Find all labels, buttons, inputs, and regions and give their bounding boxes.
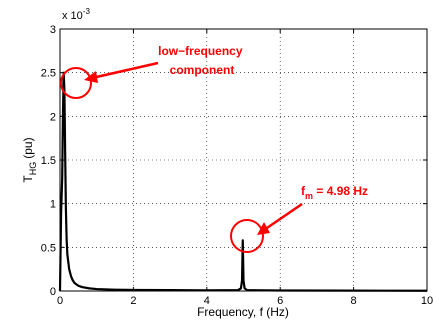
- y-tick-label: 0: [50, 286, 56, 298]
- y-tick-label: 1: [50, 199, 56, 211]
- y-axis-label-sub: HG: [28, 162, 38, 176]
- fm-label-sub: m: [305, 191, 313, 201]
- fm-arrow-line: [263, 202, 303, 232]
- low-frequency-circle: [60, 67, 92, 99]
- x-axis-label: Frequency, f (Hz): [197, 305, 289, 319]
- low-frequency-label: low−frequency component: [158, 44, 246, 77]
- y-multiplier: x 10-3: [62, 7, 90, 22]
- fm-label-base: f: [301, 184, 306, 198]
- fm-label-rest: = 4.98 Hz: [313, 184, 368, 198]
- plot-frame: [59, 28, 428, 292]
- x-tick-label: 6: [277, 295, 283, 307]
- fm-label: fm = 4.98 Hz: [301, 184, 368, 201]
- y-tick-label: 3: [50, 24, 56, 36]
- y-tick-label: 2.5: [41, 68, 56, 80]
- x-tick-label: 4: [204, 295, 210, 307]
- x-tick-label: 2: [130, 295, 136, 307]
- x-tick-label: 8: [351, 295, 357, 307]
- x-tick-label: 10: [421, 295, 433, 307]
- low-frequency-arrowhead: [84, 71, 98, 83]
- annotations: low−frequency component fm = 4.98 Hz: [60, 44, 368, 253]
- y-multiplier-exponent: -3: [83, 7, 91, 16]
- y-tick-label: 2: [50, 111, 56, 123]
- y-tick-label: 0.5: [41, 242, 56, 254]
- y-multiplier-base: x 10: [62, 10, 83, 22]
- low-frequency-label-line1: low−frequency: [158, 44, 243, 58]
- series: [58, 71, 428, 292]
- series-line: [58, 71, 428, 292]
- low-frequency-arrow-line: [91, 61, 159, 80]
- y-tick-label: 1.5: [41, 155, 56, 167]
- low-frequency-label-line2: component: [170, 63, 235, 77]
- fm-arrowhead: [257, 222, 270, 235]
- fm-circle: [230, 219, 264, 253]
- y-axis-label-main: T: [21, 175, 35, 183]
- y-axis-label-unit: (pu): [21, 137, 35, 158]
- x-tick-label: 0: [57, 295, 63, 307]
- y-axis-label: THG (pu): [21, 137, 38, 182]
